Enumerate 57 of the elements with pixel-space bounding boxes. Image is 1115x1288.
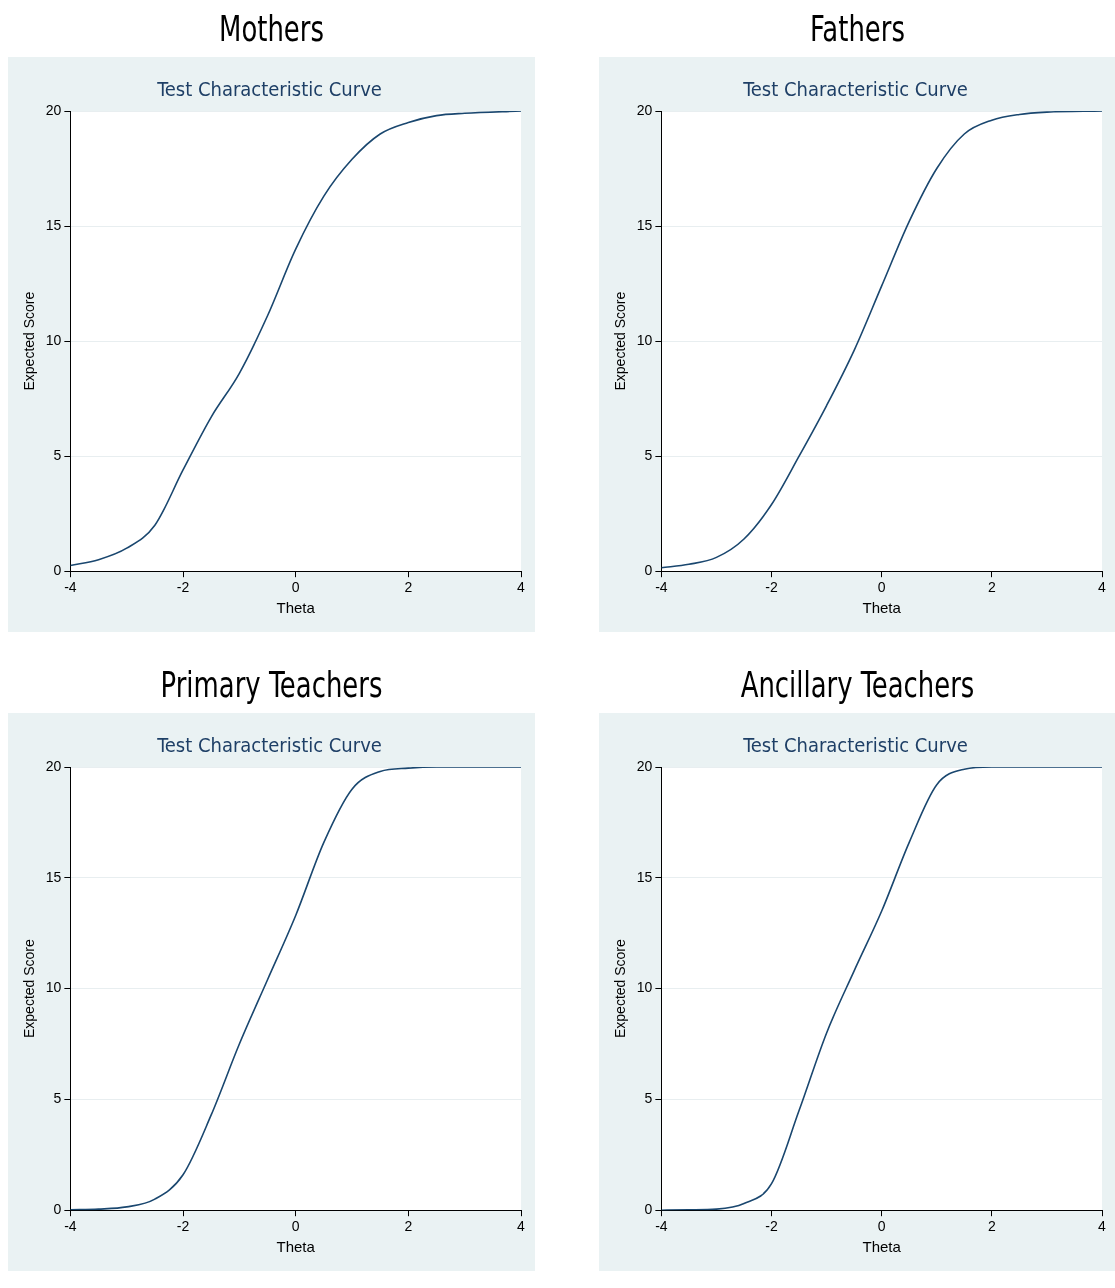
y-tick-label: 5 [644, 447, 653, 464]
y-tick-label: 20 [45, 757, 62, 774]
x-tick-label: 2 [987, 579, 996, 596]
y-tick-label: 10 [636, 979, 653, 996]
chart-subtitle: Test Characteristic Curve [742, 77, 968, 102]
y-tick-label: 15 [45, 216, 62, 233]
chart-title: Fathers [809, 7, 906, 51]
y-tick-label: 15 [636, 216, 653, 233]
x-tick-label: -4 [655, 1218, 668, 1235]
x-tick-label: -4 [655, 579, 668, 596]
y-tick-label: 20 [636, 757, 653, 774]
y-tick-label: 20 [636, 101, 653, 118]
chart-subtitle: Test Characteristic Curve [156, 733, 382, 758]
y-tick-label: 10 [636, 331, 653, 348]
x-tick-label: 0 [291, 579, 300, 596]
y-axis-title: Expected Score [612, 938, 629, 1039]
y-axis-title: Expected Score [21, 938, 38, 1039]
x-tick-label: 4 [1098, 579, 1107, 596]
x-tick-label: 2 [404, 579, 413, 596]
chart-subtitle: Test Characteristic Curve [742, 733, 968, 758]
chart-title: Primary Teachers [159, 663, 384, 707]
x-axis-title: Theta [276, 599, 316, 617]
y-tick-label: 0 [53, 562, 62, 579]
y-tick-label: 15 [636, 868, 653, 885]
x-tick-label: 4 [517, 1218, 526, 1235]
chart-title: Ancillary Teachers [739, 663, 976, 707]
x-tick-label: -4 [64, 579, 77, 596]
line-series [70, 111, 521, 567]
x-tick-label: -2 [176, 579, 190, 596]
y-axis-title: Expected Score [612, 291, 629, 391]
x-axis-title: Theta [862, 1238, 902, 1256]
x-axis-title: Theta [862, 599, 902, 617]
y-axis-title: Expected Score [21, 291, 38, 391]
chart-title: Mothers [218, 7, 325, 51]
y-tick-label: 5 [53, 1090, 62, 1107]
y-tick-label: 5 [644, 1090, 653, 1107]
y-tick-label: 10 [45, 979, 62, 996]
x-tick-label: 0 [291, 1218, 300, 1235]
x-tick-label: -4 [64, 1218, 77, 1235]
y-tick-label: 5 [53, 447, 62, 464]
y-tick-label: 20 [45, 101, 62, 118]
y-tick-label: 0 [53, 1201, 62, 1218]
y-tick-label: 0 [644, 1201, 653, 1218]
x-axis-title: Theta [276, 1238, 316, 1256]
x-tick-label: 4 [517, 579, 526, 596]
x-tick-label: -2 [765, 579, 778, 596]
x-tick-label: 2 [404, 1218, 413, 1235]
x-tick-label: 0 [877, 1218, 886, 1235]
y-tick-label: 15 [45, 868, 62, 885]
y-tick-label: 10 [45, 331, 62, 348]
x-tick-label: 2 [987, 1218, 996, 1235]
y-tick-label: 0 [644, 562, 653, 579]
x-tick-label: 4 [1098, 1218, 1107, 1235]
x-tick-label: -2 [765, 1218, 778, 1235]
x-tick-label: 0 [877, 579, 886, 596]
x-tick-label: -2 [176, 1218, 190, 1235]
chart-subtitle: Test Characteristic Curve [156, 77, 382, 102]
